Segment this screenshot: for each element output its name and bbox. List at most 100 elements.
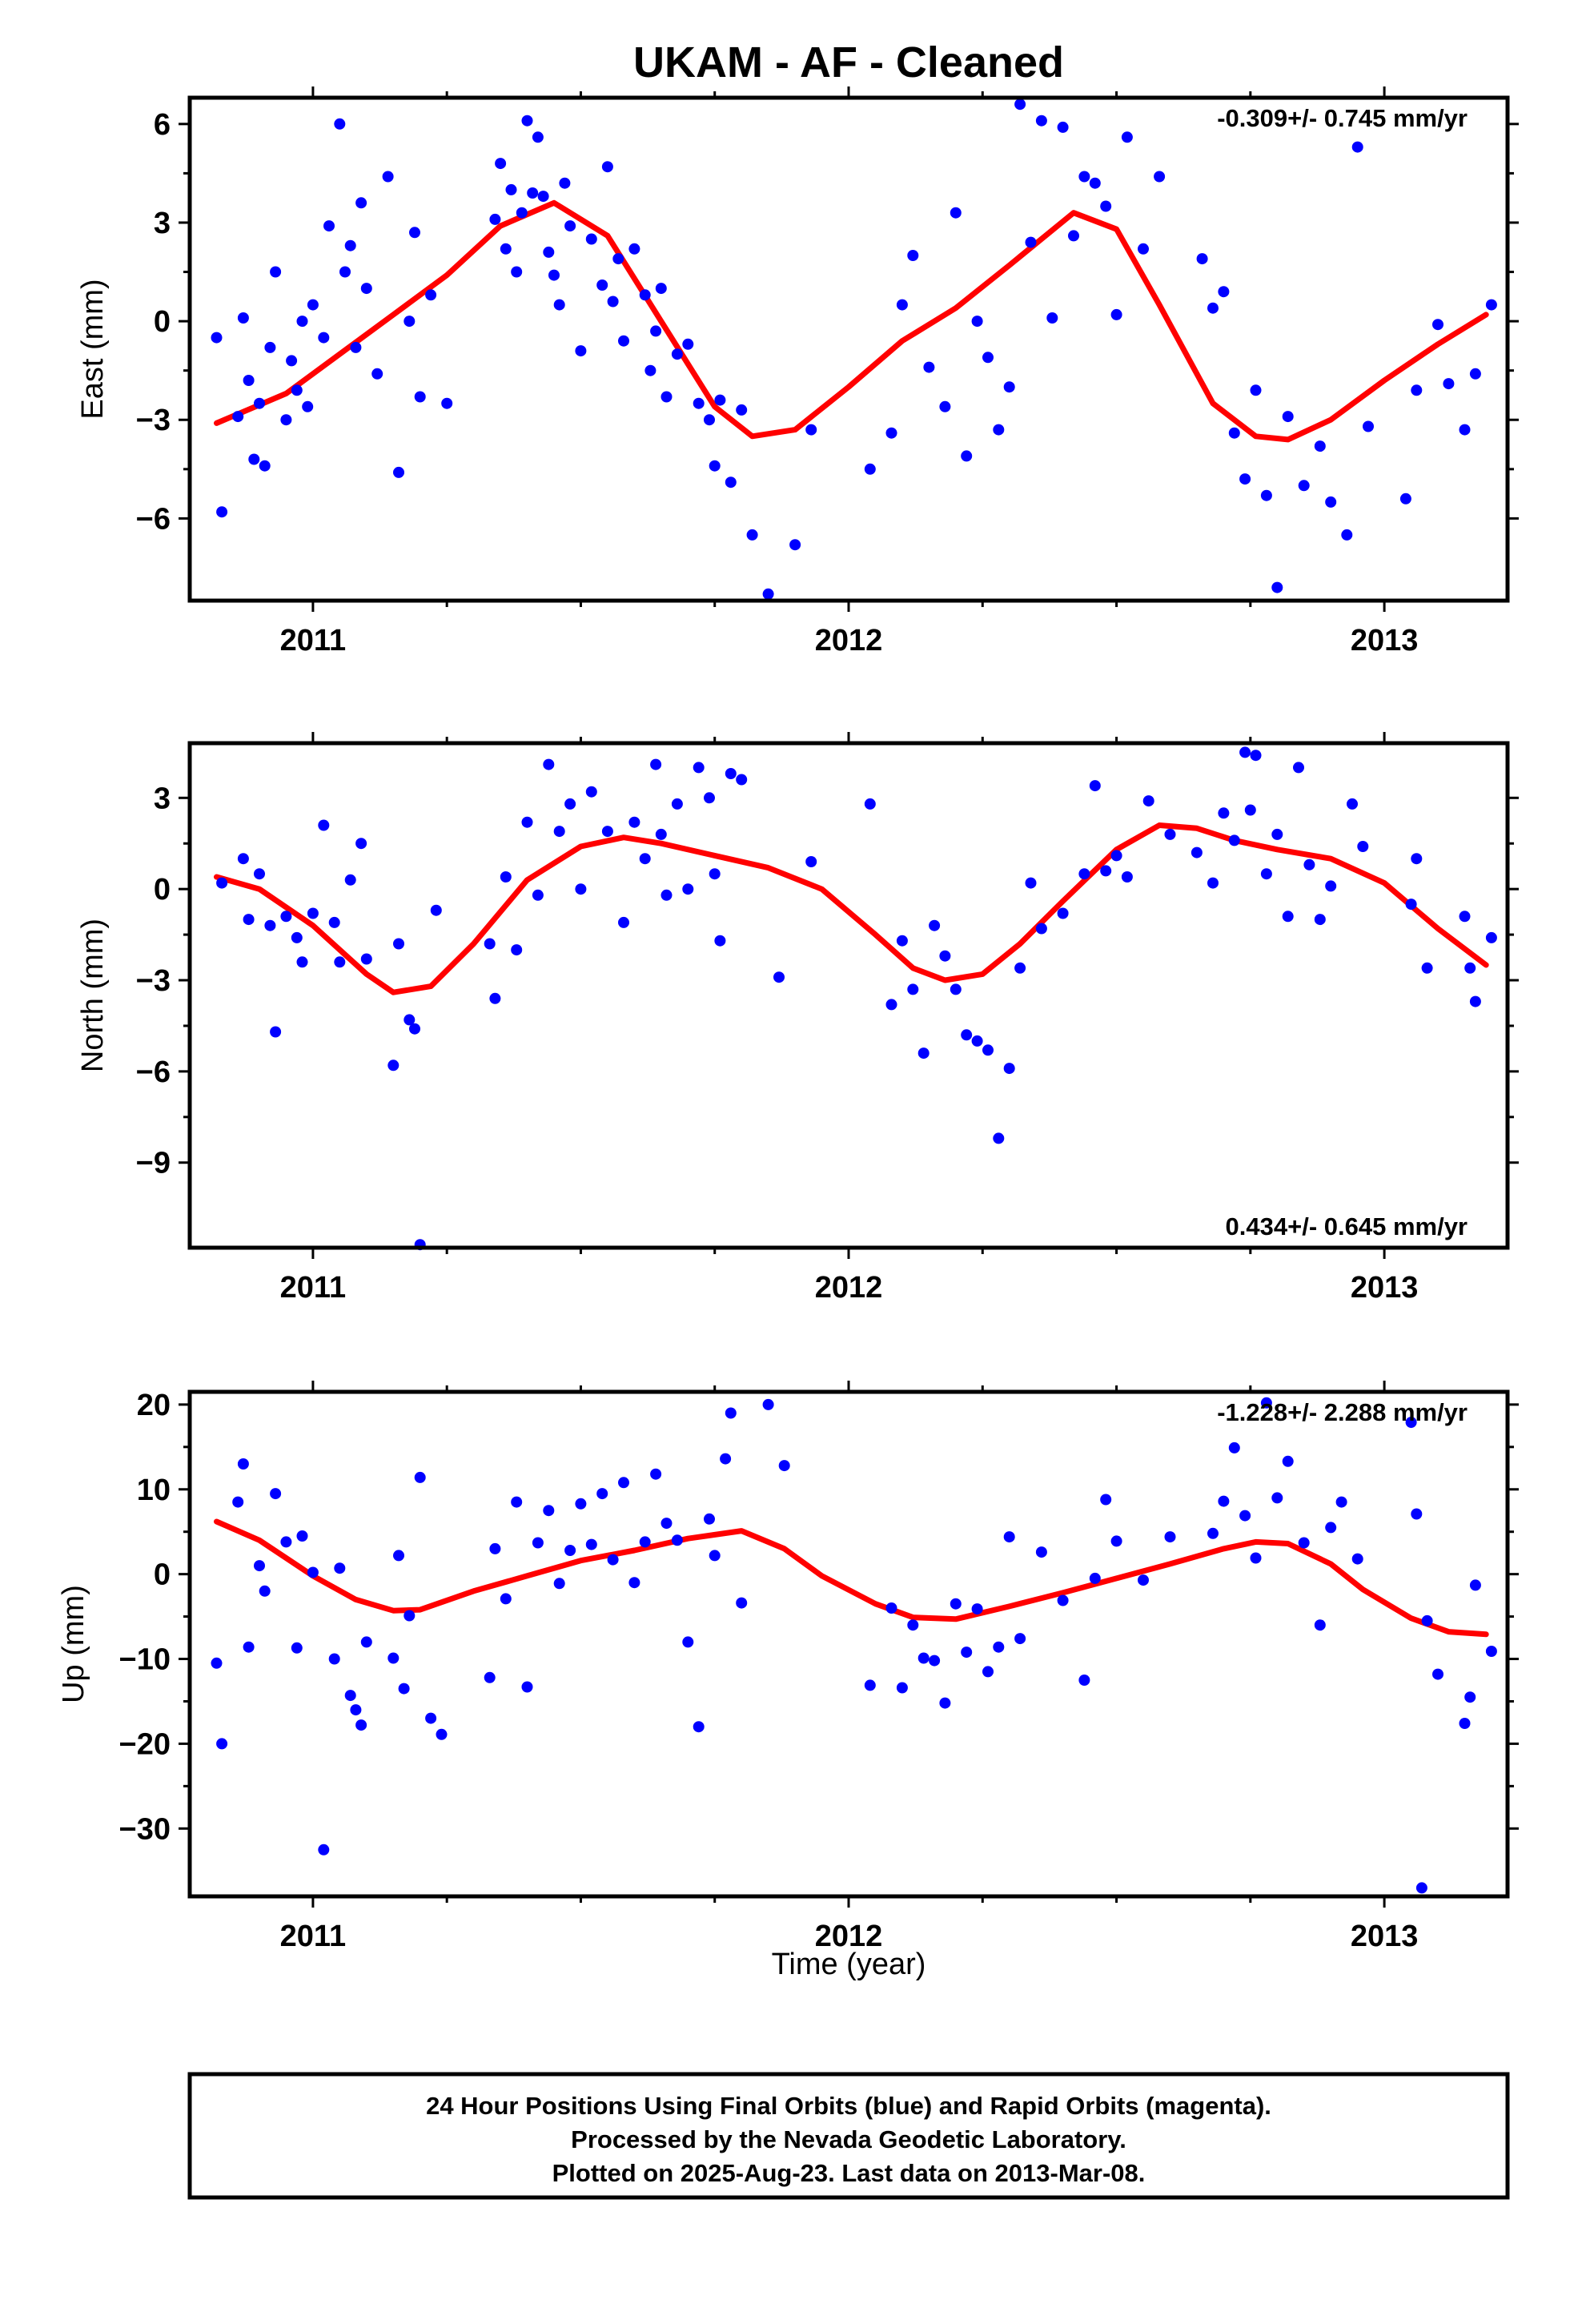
east-data-point (409, 227, 420, 239)
up-data-point (607, 1554, 619, 1566)
north-data-point (1207, 877, 1219, 889)
north-data-point (961, 1029, 973, 1041)
north-data-point (950, 983, 962, 995)
up-data-point (259, 1585, 271, 1597)
up-data-point (1485, 1646, 1497, 1657)
east-data-point (1218, 286, 1230, 298)
north-data-point (500, 871, 512, 883)
north-ytick-label: 3 (154, 782, 171, 815)
east-data-point (259, 460, 271, 472)
north-data-point (1421, 962, 1433, 974)
east-data-point (1014, 99, 1026, 111)
north-data-point (714, 935, 726, 947)
east-data-point (291, 384, 303, 396)
up-data-point (1260, 1397, 1272, 1409)
north-data-point (618, 916, 629, 928)
east-data-point (1341, 529, 1353, 541)
north-data-point (264, 919, 276, 931)
north-data-point (709, 868, 721, 880)
up-data-point (993, 1641, 1005, 1653)
east-data-point (1271, 581, 1283, 593)
up-data-point (511, 1496, 523, 1508)
east-data-point (248, 453, 260, 465)
east-data-point (1057, 121, 1069, 133)
north-ytick-label: 0 (154, 873, 171, 907)
east-data-point (382, 171, 394, 183)
up-data-point (628, 1577, 640, 1589)
up-data-point (585, 1538, 597, 1550)
east-data-point (1325, 496, 1337, 508)
east-ytick-label: 3 (154, 207, 171, 240)
up-ytick-label: −20 (119, 1727, 171, 1761)
north-data-point (328, 916, 340, 928)
north-data-point (280, 911, 292, 923)
north-data-point (1271, 828, 1283, 840)
up-data-point (1298, 1537, 1310, 1549)
north-data-point (1357, 841, 1369, 852)
north-data-point (1469, 995, 1481, 1007)
north-frame (187, 741, 1510, 1250)
east-data-point (961, 450, 973, 462)
up-data-point (521, 1681, 533, 1693)
up-data-point (254, 1560, 265, 1572)
up-data-point (971, 1603, 983, 1615)
up-data-point (709, 1550, 721, 1562)
north-data-point (1464, 962, 1476, 974)
up-ytick-label: −30 (119, 1812, 171, 1846)
north-data-point (725, 768, 737, 779)
east-data-point (671, 348, 683, 360)
north-data-point (1303, 858, 1315, 870)
east-data-point (1485, 299, 1497, 311)
east-data-point (612, 253, 624, 265)
east-data-point (601, 161, 613, 173)
east-ytick-label: 0 (154, 305, 171, 339)
east-data-point (1121, 131, 1133, 143)
up-data-point (360, 1636, 372, 1648)
up-data-point (387, 1652, 400, 1664)
north-data-point (805, 856, 817, 867)
up-data-point (307, 1566, 319, 1578)
up-data-point (216, 1738, 228, 1750)
up-data-point (232, 1496, 244, 1508)
east-data-point (585, 233, 597, 245)
north-data-point (1250, 750, 1262, 762)
plot-title: UKAM - AF - Cleaned (633, 38, 1064, 86)
east-data-point (548, 269, 560, 281)
east-data-point (1411, 384, 1423, 396)
up-data-point (1411, 1508, 1423, 1520)
north-data-point (896, 935, 908, 947)
east-ytick-label: −6 (136, 502, 171, 536)
north-data-point (939, 950, 951, 962)
east-data-point (232, 411, 244, 423)
east-xtick-label: 2012 (815, 624, 883, 657)
up-data-point (489, 1542, 501, 1554)
east-data-point (393, 466, 404, 478)
up-rate: -1.228+/- 2.288 mm/yr (1217, 1398, 1468, 1426)
north-data-point (1218, 807, 1230, 819)
north-data-point (393, 938, 404, 950)
east-ytick-label: −3 (136, 404, 171, 437)
east-data-point (1469, 368, 1481, 380)
north-data-point (993, 1132, 1005, 1144)
up-xtick-label: 2012 (815, 1920, 883, 1953)
north-data-point (1110, 850, 1122, 862)
east-data-point (1399, 493, 1411, 505)
east-data-point (896, 299, 908, 311)
north-data-point (907, 983, 919, 995)
east-data-point (350, 341, 362, 353)
north-data-point (1260, 868, 1272, 880)
up-data-point (661, 1518, 673, 1530)
east-data-point (655, 283, 667, 295)
north-data-point (387, 1059, 400, 1072)
east-data-point (254, 397, 265, 409)
east-data-point (709, 460, 721, 472)
east-data-point (607, 296, 619, 308)
north-data-point (585, 786, 597, 798)
east-data-point (1239, 473, 1251, 485)
east-data-point (971, 316, 983, 328)
up-data-point (1207, 1527, 1219, 1539)
north-ytick-label: −9 (136, 1147, 171, 1180)
east-data-point (746, 529, 758, 541)
north-data-point (553, 826, 565, 838)
east-data-point (1298, 480, 1310, 492)
